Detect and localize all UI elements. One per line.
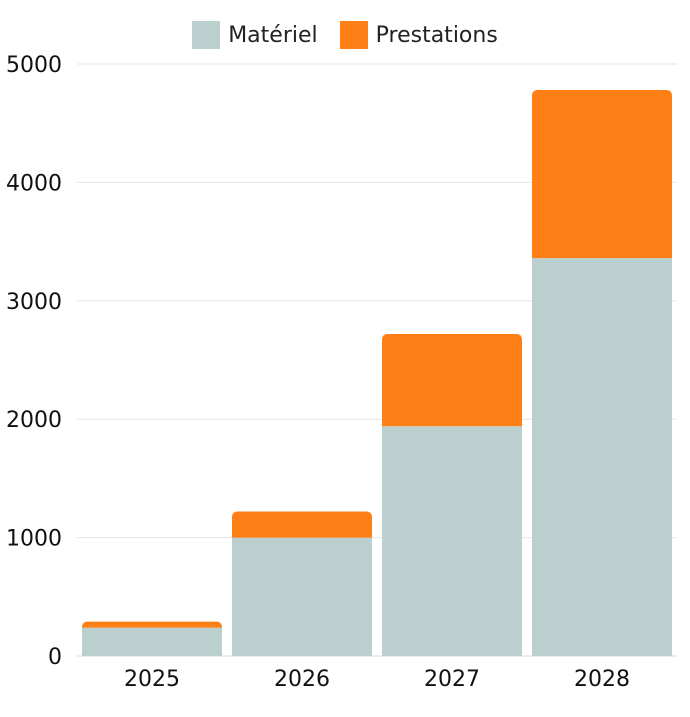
bar-materiel-2026 — [232, 537, 372, 656]
legend-swatch-materiel — [192, 21, 221, 49]
y-tick-label-0: 0 — [48, 645, 62, 670]
y-tick-label-2000: 2000 — [6, 408, 62, 433]
bar-prestations-2025 — [82, 621, 222, 628]
x-axis: 2025 2026 2027 2028 — [124, 667, 630, 692]
y-tick-label-1000: 1000 — [6, 527, 62, 552]
x-tick-label-2028: 2028 — [574, 667, 630, 692]
bar-materiel-2025 — [82, 627, 222, 656]
legend-label-prestations: Prestations — [375, 22, 498, 48]
y-tick-label-5000: 5000 — [6, 53, 62, 78]
y-axis: 0 1000 2000 3000 4000 5000 — [6, 53, 62, 670]
legend-item-prestations: Prestations — [339, 21, 498, 49]
bar-prestations-2026 — [232, 511, 372, 538]
chart-legend: Matériel Prestations — [0, 20, 690, 50]
legend-item-materiel: Matériel — [192, 21, 318, 49]
x-tick-label-2026: 2026 — [274, 667, 330, 692]
bar-materiel-2028 — [532, 258, 672, 656]
y-tick-label-3000: 3000 — [6, 290, 62, 315]
bar-materiel-2027 — [382, 426, 522, 656]
bars — [82, 90, 672, 656]
legend-label-materiel: Matériel — [228, 22, 318, 48]
y-tick-label-4000: 4000 — [6, 171, 62, 196]
bar-prestations-2027 — [382, 333, 522, 427]
legend-swatch-prestations — [339, 21, 368, 49]
x-tick-label-2027: 2027 — [424, 667, 480, 692]
x-tick-label-2025: 2025 — [124, 667, 180, 692]
bar-prestations-2028 — [532, 90, 672, 259]
